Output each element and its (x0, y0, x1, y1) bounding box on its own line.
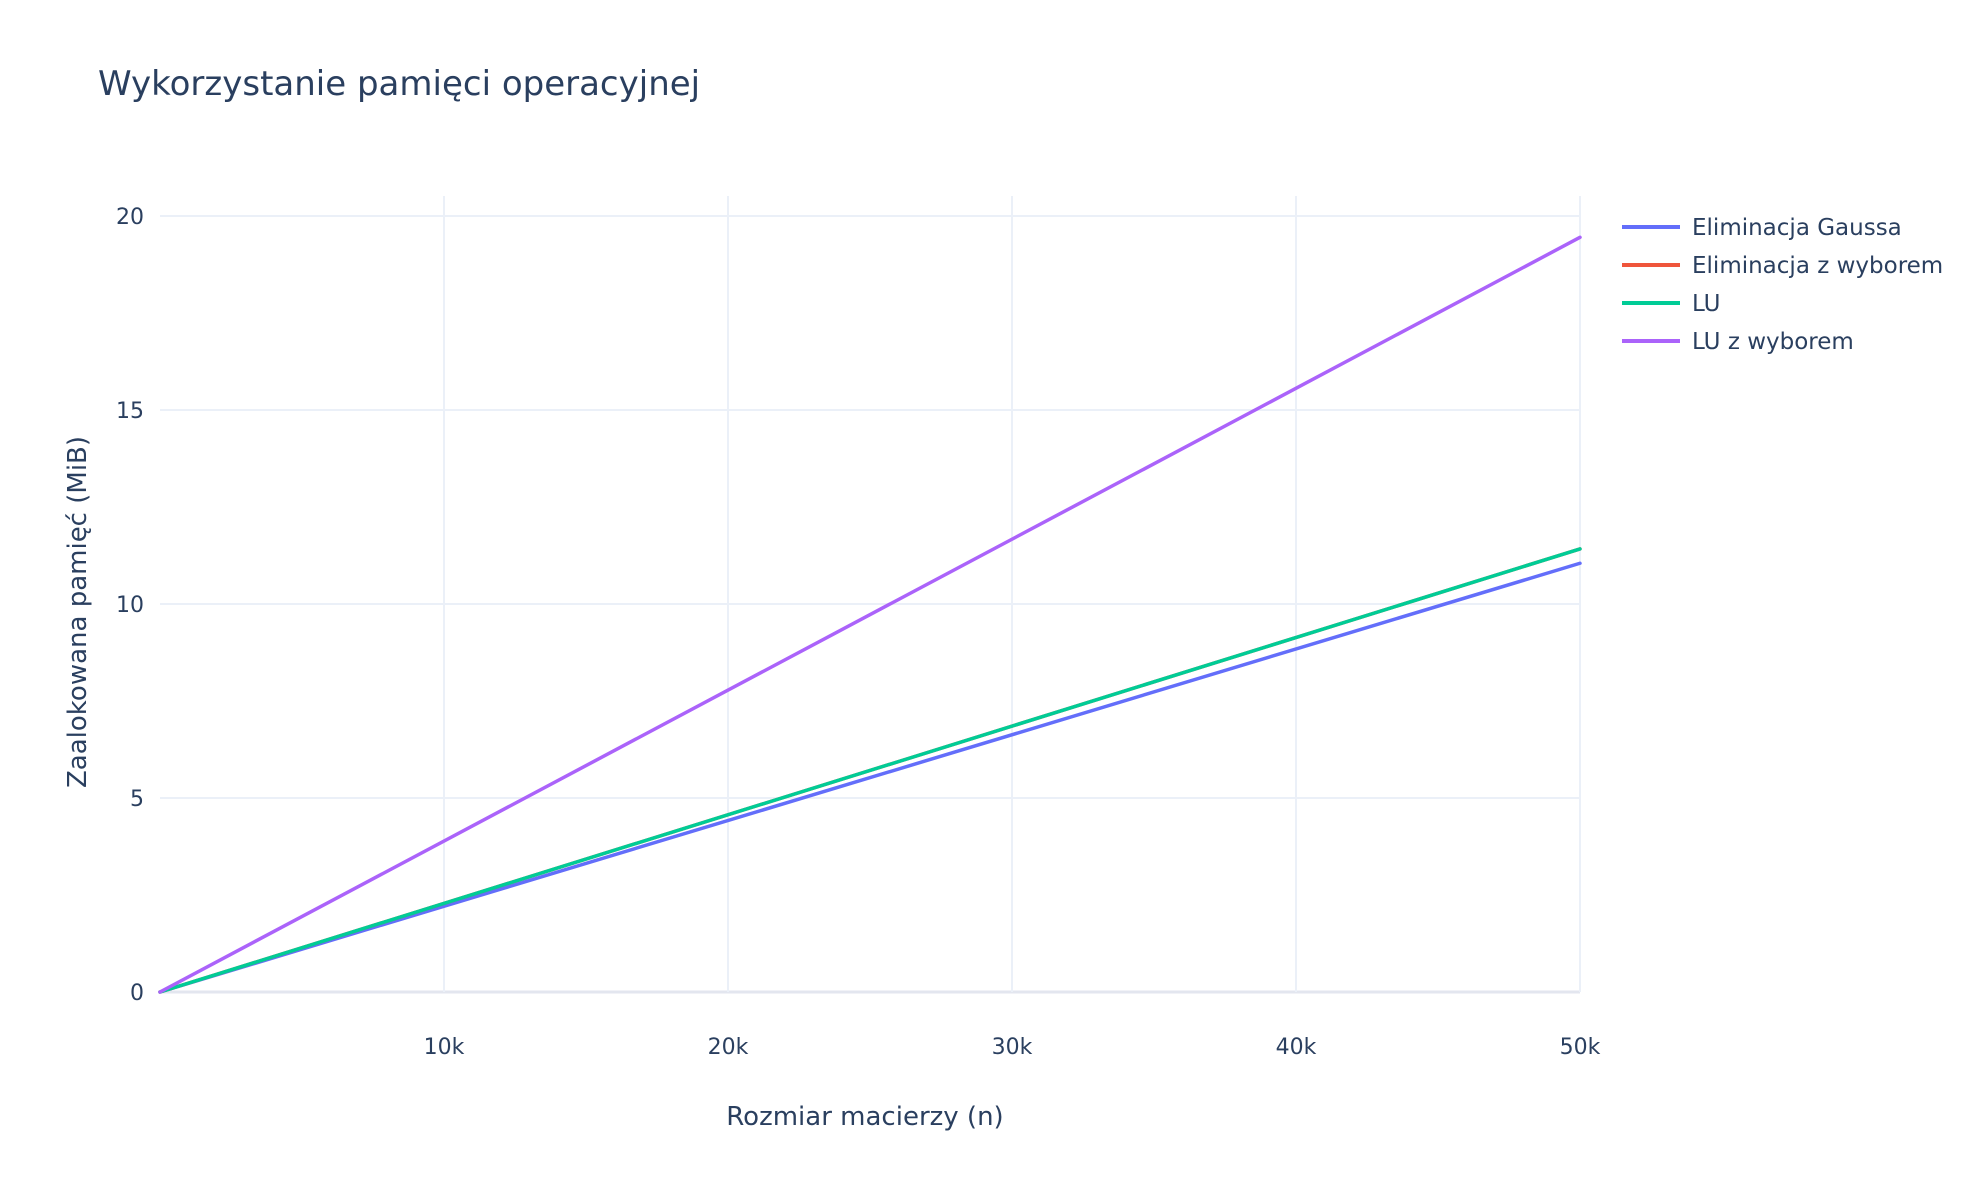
series-line (158, 235, 1582, 994)
legend-label: Eliminacja z wyborem (1692, 253, 1943, 279)
y-tick-label: 5 (130, 787, 144, 812)
y-tick-label: 10 (116, 593, 144, 618)
legend-label: Eliminacja Gaussa (1692, 215, 1902, 241)
x-tick-label: 40k (1276, 1035, 1317, 1060)
y-tick-label: 0 (130, 981, 144, 1006)
legend-item[interactable]: LU z wyborem (1622, 329, 1854, 355)
legend: Eliminacja Gaussa Eliminacja z wyborem LU L… (1622, 215, 1943, 355)
x-tick-label: 30k (992, 1035, 1033, 1060)
legend-item[interactable]: LU (1622, 291, 1721, 317)
series-lines (158, 235, 1582, 994)
chart-title: Wykorzystanie pamięci operacyjnej (98, 64, 700, 104)
legend-item[interactable]: Eliminacja Gaussa (1622, 215, 1902, 241)
y-axis-label: Zaalokowana pamięć (MiB) (63, 436, 93, 788)
axis-ticks: 0 5 10 15 20 10k 20k 30k 40k 50k (116, 205, 1601, 1060)
series-line (158, 561, 1582, 994)
legend-item[interactable]: Eliminacja z wyborem (1622, 253, 1943, 279)
x-tick-label: 20k (708, 1035, 749, 1060)
x-axis-label: Rozmiar macierzy (n) (726, 1102, 1003, 1132)
grid (160, 196, 1581, 994)
series-line (158, 547, 1582, 994)
x-tick-label: 50k (1560, 1035, 1601, 1060)
y-tick-label: 20 (116, 205, 144, 230)
legend-label: LU z wyborem (1692, 329, 1854, 355)
y-tick-label: 15 (116, 399, 144, 424)
legend-label: LU (1692, 291, 1721, 317)
x-tick-label: 10k (424, 1035, 465, 1060)
